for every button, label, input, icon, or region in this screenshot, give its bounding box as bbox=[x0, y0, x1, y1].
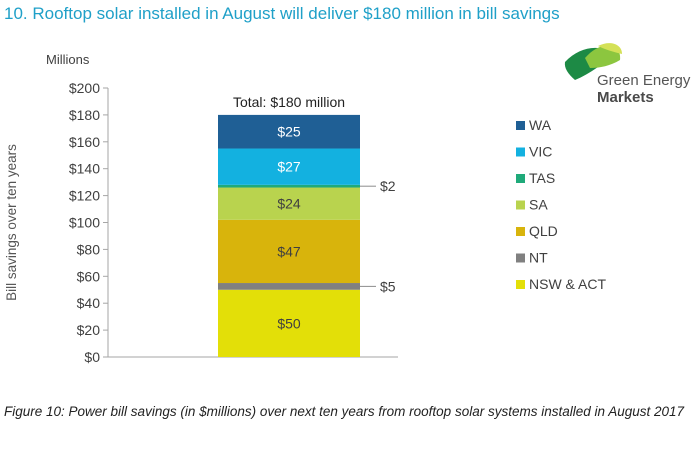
legend-swatch bbox=[516, 280, 525, 289]
data-label: $27 bbox=[277, 159, 301, 175]
legend-entry: VIC bbox=[529, 144, 552, 160]
y-tick-label: $40 bbox=[77, 295, 101, 311]
bar-segment-wa bbox=[218, 114, 360, 149]
data-label: $25 bbox=[277, 124, 301, 140]
data-label: $2 bbox=[380, 178, 396, 194]
legend-swatch bbox=[516, 147, 525, 157]
data-label: $5 bbox=[380, 278, 396, 294]
logo-line-1: Green Energy bbox=[597, 72, 691, 89]
legend-entry: NT bbox=[529, 250, 548, 266]
bar-segment-nt bbox=[218, 283, 360, 290]
data-label: $24 bbox=[277, 196, 301, 212]
y-tick-label: $140 bbox=[69, 161, 100, 177]
legend-entry: NSW & ACT bbox=[529, 276, 606, 292]
green-energy-logo-icon bbox=[564, 43, 622, 80]
y-tick-label: $200 bbox=[69, 80, 100, 96]
logo-text: Green Energy Markets bbox=[597, 72, 690, 106]
legend-swatch bbox=[516, 227, 525, 236]
bar-segment-nsw-act bbox=[218, 289, 360, 357]
y-tick-label: $20 bbox=[77, 322, 101, 338]
legend-entry: QLD bbox=[529, 223, 558, 239]
legend-swatch bbox=[516, 200, 525, 210]
figure-caption: Figure 10: Power bill savings (in $milli… bbox=[4, 404, 685, 419]
data-label: $47 bbox=[277, 243, 301, 259]
legend-entry: WA bbox=[529, 117, 552, 133]
bar-segment-tas bbox=[218, 184, 360, 188]
page-title: 10. Rooftop solar installed in August wi… bbox=[4, 4, 560, 23]
bar-segment-qld bbox=[218, 219, 360, 284]
legend-entry: SA bbox=[529, 197, 548, 213]
legend-swatch bbox=[516, 253, 525, 263]
legend-entry: TAS bbox=[529, 170, 555, 186]
stacked-bar-chart: Millions Bill savings over ten years $0 $20… bbox=[4, 52, 606, 365]
y-tick-label: $0 bbox=[84, 349, 100, 365]
y-tick-label: $100 bbox=[69, 215, 100, 231]
bar-segment-vic bbox=[218, 148, 360, 185]
y-axis-label: Bill savings over ten years bbox=[4, 144, 19, 301]
y-tick-label: $160 bbox=[69, 134, 100, 150]
y-tick-label: $120 bbox=[69, 188, 100, 204]
y-tick-label: $60 bbox=[77, 268, 101, 284]
unit-label: Millions bbox=[46, 52, 90, 67]
bar-segment-sa bbox=[218, 187, 360, 220]
legend-swatch bbox=[516, 121, 525, 130]
logo-line-2: Markets bbox=[597, 89, 654, 106]
y-tick-label: $180 bbox=[69, 107, 100, 123]
y-tick-label: $80 bbox=[77, 241, 101, 257]
total-label: Total: $180 million bbox=[233, 94, 345, 110]
legend-swatch bbox=[516, 174, 525, 183]
data-label: $50 bbox=[277, 315, 301, 331]
